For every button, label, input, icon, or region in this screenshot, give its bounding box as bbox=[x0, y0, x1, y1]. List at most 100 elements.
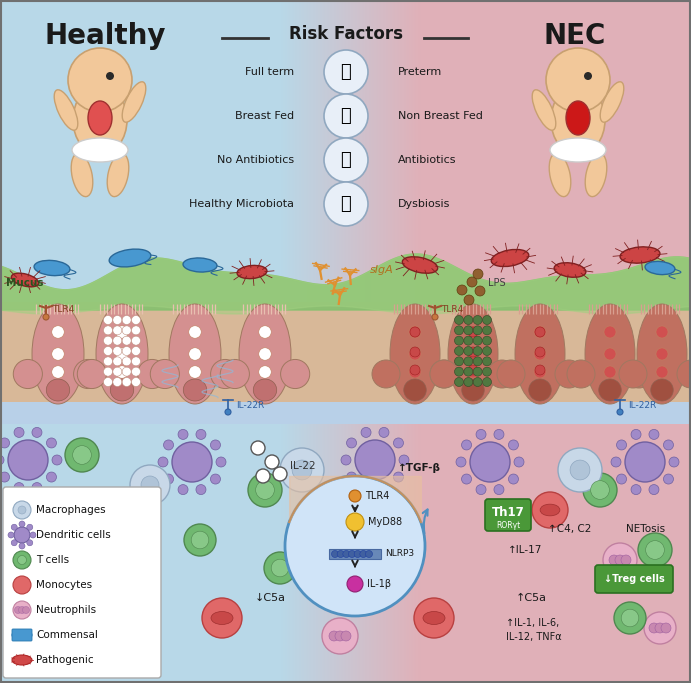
Circle shape bbox=[366, 550, 372, 557]
Circle shape bbox=[393, 438, 404, 448]
Circle shape bbox=[677, 360, 691, 388]
Circle shape bbox=[113, 316, 122, 324]
Ellipse shape bbox=[540, 504, 560, 516]
Bar bbox=[412, 0, 414, 683]
Circle shape bbox=[625, 442, 665, 482]
Circle shape bbox=[457, 285, 467, 295]
Text: ↓C5a: ↓C5a bbox=[255, 593, 286, 603]
Text: Antibiotics: Antibiotics bbox=[398, 155, 457, 165]
Bar bbox=[299, 0, 301, 683]
Circle shape bbox=[591, 481, 609, 499]
Ellipse shape bbox=[183, 379, 207, 401]
Circle shape bbox=[88, 625, 128, 665]
Circle shape bbox=[482, 316, 491, 324]
Circle shape bbox=[494, 484, 504, 494]
Bar bbox=[309, 0, 312, 683]
Circle shape bbox=[558, 448, 602, 492]
Circle shape bbox=[104, 336, 113, 345]
Circle shape bbox=[164, 440, 173, 450]
Circle shape bbox=[349, 490, 361, 502]
Ellipse shape bbox=[11, 273, 39, 287]
Circle shape bbox=[74, 359, 103, 389]
Circle shape bbox=[482, 357, 491, 366]
Circle shape bbox=[464, 316, 473, 324]
Circle shape bbox=[473, 269, 483, 279]
Circle shape bbox=[482, 367, 491, 376]
Bar bbox=[0, 402, 691, 424]
Circle shape bbox=[649, 623, 659, 633]
Bar bbox=[380, 0, 383, 683]
Bar bbox=[305, 0, 307, 683]
Circle shape bbox=[464, 295, 474, 305]
Bar bbox=[369, 0, 371, 683]
Circle shape bbox=[604, 366, 616, 378]
Bar bbox=[410, 0, 412, 683]
Circle shape bbox=[329, 631, 339, 641]
Circle shape bbox=[122, 346, 131, 355]
Circle shape bbox=[497, 360, 525, 388]
Circle shape bbox=[464, 357, 473, 366]
Ellipse shape bbox=[111, 379, 133, 401]
Circle shape bbox=[455, 357, 464, 366]
Circle shape bbox=[68, 48, 132, 112]
Bar bbox=[378, 0, 380, 683]
Circle shape bbox=[475, 286, 485, 296]
Bar bbox=[328, 0, 330, 683]
Text: RORγt: RORγt bbox=[496, 520, 520, 529]
Bar bbox=[280, 0, 282, 683]
Circle shape bbox=[258, 348, 272, 360]
Bar bbox=[334, 0, 336, 683]
Circle shape bbox=[225, 409, 231, 415]
Circle shape bbox=[196, 484, 206, 494]
Circle shape bbox=[656, 326, 668, 338]
Text: Healthy Microbiota: Healthy Microbiota bbox=[189, 199, 294, 209]
Bar bbox=[377, 0, 379, 683]
Ellipse shape bbox=[402, 257, 437, 273]
Bar bbox=[296, 0, 299, 683]
Bar bbox=[0, 0, 346, 683]
Ellipse shape bbox=[71, 154, 93, 197]
Bar bbox=[314, 0, 316, 683]
Circle shape bbox=[455, 316, 464, 324]
Bar bbox=[404, 0, 406, 683]
Bar bbox=[406, 0, 408, 683]
Circle shape bbox=[379, 428, 389, 437]
Circle shape bbox=[473, 336, 482, 345]
Circle shape bbox=[122, 357, 131, 366]
Circle shape bbox=[281, 359, 310, 389]
FancyBboxPatch shape bbox=[595, 565, 673, 593]
Circle shape bbox=[104, 316, 113, 324]
Bar bbox=[343, 0, 346, 683]
Circle shape bbox=[614, 602, 646, 634]
Circle shape bbox=[196, 430, 206, 439]
Bar bbox=[323, 0, 325, 683]
Circle shape bbox=[468, 365, 478, 375]
Bar bbox=[317, 0, 319, 683]
Circle shape bbox=[337, 550, 344, 557]
Circle shape bbox=[265, 455, 279, 469]
Circle shape bbox=[13, 359, 42, 389]
Text: 🍼: 🍼 bbox=[341, 107, 352, 125]
Text: LPS: LPS bbox=[488, 278, 506, 288]
Circle shape bbox=[113, 378, 122, 387]
Ellipse shape bbox=[122, 82, 146, 122]
Circle shape bbox=[256, 469, 270, 483]
Circle shape bbox=[617, 409, 623, 415]
Circle shape bbox=[13, 601, 31, 619]
Bar bbox=[336, 0, 338, 683]
Ellipse shape bbox=[390, 304, 440, 404]
Circle shape bbox=[534, 348, 546, 360]
Circle shape bbox=[343, 550, 350, 557]
Circle shape bbox=[189, 326, 201, 338]
Circle shape bbox=[172, 442, 212, 482]
Circle shape bbox=[52, 348, 64, 360]
Bar bbox=[388, 0, 390, 683]
Ellipse shape bbox=[515, 304, 565, 404]
Circle shape bbox=[409, 326, 421, 338]
Circle shape bbox=[534, 326, 546, 338]
Bar bbox=[417, 0, 420, 683]
FancyBboxPatch shape bbox=[3, 487, 161, 678]
Bar bbox=[390, 0, 392, 683]
Bar bbox=[407, 0, 409, 683]
Bar bbox=[371, 0, 373, 683]
